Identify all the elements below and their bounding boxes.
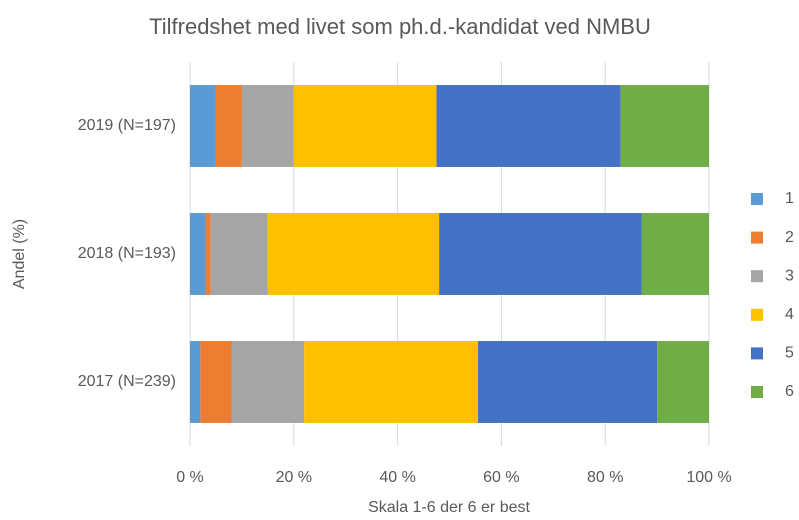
bar-segment [436, 85, 621, 167]
x-tick-label: 0 % [176, 469, 204, 486]
bar-segment [478, 341, 658, 423]
bar-segment [205, 213, 211, 295]
bar-segment [241, 85, 294, 167]
bar-segment [190, 85, 216, 167]
legend-swatch [751, 270, 763, 283]
bar-segment [231, 341, 305, 423]
bar-segment [641, 213, 709, 295]
y-axis-title: Andel (%) [11, 219, 28, 289]
bar-segment [210, 213, 268, 295]
x-tick-label: 60 % [483, 469, 519, 486]
legend-label: 3 [785, 267, 794, 284]
legend-label: 6 [785, 383, 794, 400]
bar-segment [267, 213, 440, 295]
legend-swatch [751, 347, 763, 360]
legend-label: 1 [785, 190, 794, 207]
y-tick-label: 2019 (N=197) [78, 117, 176, 134]
legend-swatch [751, 308, 763, 321]
x-tick-label: 100 % [686, 469, 731, 486]
y-tick-label: 2017 (N=239) [78, 373, 176, 390]
bar-segment [215, 85, 242, 167]
bar-segment [200, 341, 232, 423]
legend-swatch [751, 231, 763, 244]
y-tick-label: 2018 (N=193) [78, 245, 176, 262]
bar-segment [657, 341, 709, 423]
bar-segment [439, 213, 642, 295]
x-axis-title: Skala 1-6 der 6 er best [368, 499, 530, 516]
bar-segment [620, 85, 709, 167]
chart-title: Tilfredshet med livet som ph.d.-kandidat… [149, 14, 651, 39]
bar-segment [304, 341, 479, 423]
bar-segment [293, 85, 437, 167]
bar-segment [190, 341, 201, 423]
legend-label: 5 [785, 345, 794, 362]
bar-segment [190, 213, 206, 295]
legend-label: 2 [785, 229, 794, 246]
legend-label: 4 [785, 306, 794, 323]
legend-swatch [751, 386, 763, 398]
x-tick-label: 80 % [587, 469, 623, 486]
x-tick-label: 40 % [379, 469, 415, 486]
x-tick-label: 20 % [276, 469, 312, 486]
legend-swatch [751, 193, 763, 205]
